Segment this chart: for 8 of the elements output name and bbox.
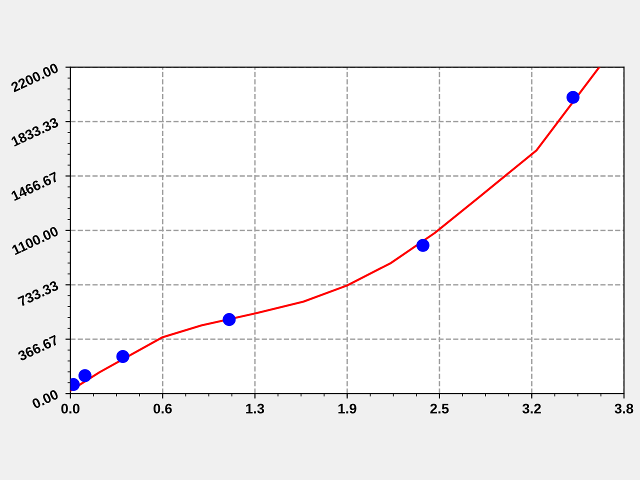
- x-tick-label: 0.6: [154, 404, 172, 414]
- x-tick-label: 0.0: [61, 404, 80, 414]
- y-tick-label: 0.00: [31, 389, 60, 410]
- x-tick-label: 1.3: [246, 404, 264, 414]
- x-tick-label: 3.8: [614, 404, 634, 414]
- x-tick-label: 1.9: [338, 404, 356, 414]
- x-tick-label: 3.2: [522, 404, 541, 414]
- x-tick-label: 2.5: [430, 404, 449, 414]
